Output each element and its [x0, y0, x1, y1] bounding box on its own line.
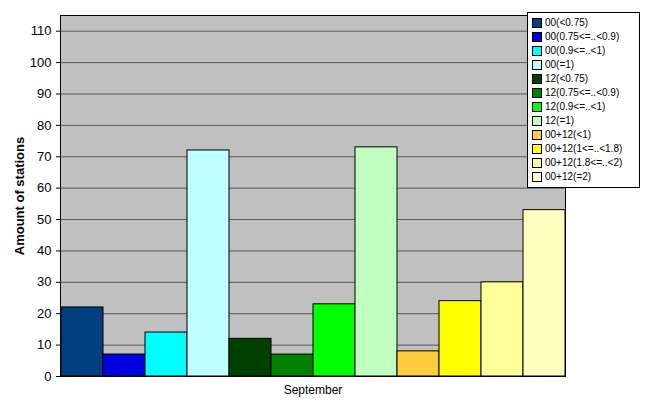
html-text:00(0.75<=..<0.9): 00(0.75<=..<0.9): [545, 31, 620, 42]
svg-text:0: 0: [44, 369, 51, 384]
svg-text:40: 40: [37, 243, 51, 258]
html-text:12(0.75<=..<0.9): 12(0.75<=..<0.9): [545, 87, 620, 98]
html-text:00+12(1<=..<1.8): 00+12(1<=..<1.8): [545, 143, 623, 154]
svg-text:20: 20: [37, 306, 51, 321]
html-text:00+12(1.8<=..<2): 00+12(1.8<=..<2): [545, 157, 623, 168]
svg-text:90: 90: [37, 86, 51, 101]
svg-text:80: 80: [37, 118, 51, 133]
svg-text:70: 70: [37, 149, 51, 164]
svg-text:Amount of stations: Amount of stations: [12, 137, 27, 255]
svg-text:100: 100: [30, 55, 52, 70]
html-text:00(<0.75): 00(<0.75): [545, 17, 589, 28]
svg-text:60: 60: [37, 180, 51, 195]
html-text:00+12(<1): 00+12(<1): [545, 129, 592, 140]
html-text:00+12(=2): 00+12(=2): [545, 171, 592, 182]
html-text:00(0.9<=..<1): 00(0.9<=..<1): [545, 45, 606, 56]
svg-text:50: 50: [37, 212, 51, 227]
html-text:12(0.9<=..<1): 12(0.9<=..<1): [545, 101, 606, 112]
html-text:12(<0.75): 12(<0.75): [545, 73, 589, 84]
svg-text:September: September: [284, 383, 343, 397]
svg-text:30: 30: [37, 274, 51, 289]
html-text:00(=1): 00(=1): [545, 59, 575, 70]
html-text:12(=1): 12(=1): [545, 115, 575, 126]
svg-text:10: 10: [37, 337, 51, 352]
svg-text:110: 110: [31, 23, 52, 38]
